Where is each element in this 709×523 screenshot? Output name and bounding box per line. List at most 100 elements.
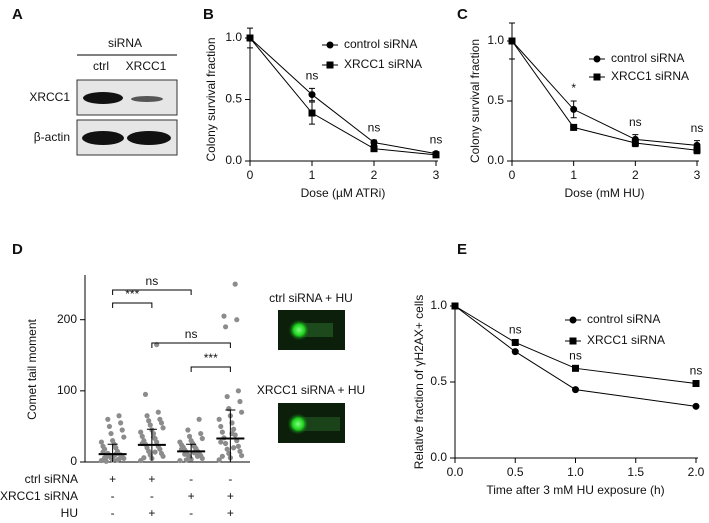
point <box>118 420 124 426</box>
point <box>238 409 245 415</box>
point <box>114 457 121 463</box>
point <box>102 455 108 461</box>
series-line <box>454 305 697 385</box>
point <box>230 426 237 432</box>
marker <box>246 34 254 42</box>
y-tick-label: 1.0 <box>430 298 447 312</box>
point <box>155 409 161 415</box>
lane-label: ctrl <box>93 59 109 73</box>
point <box>100 443 106 449</box>
condition-sign: + <box>188 489 195 503</box>
point <box>194 453 201 459</box>
point <box>182 451 188 457</box>
legend-label: XRCC1 siRNA <box>344 57 422 71</box>
point <box>106 423 113 430</box>
y-axis-label: Colony survival fraction <box>204 37 218 161</box>
condition-label: HU <box>61 506 78 520</box>
comparison-label: ns <box>146 274 159 288</box>
series-line <box>511 40 698 146</box>
legend-label: XRCC1 siRNA <box>587 333 665 347</box>
point <box>235 388 241 394</box>
condition-sign: + <box>227 506 234 520</box>
point <box>158 450 165 457</box>
comparison-label: *** <box>125 287 139 301</box>
point <box>157 416 163 422</box>
marker <box>308 91 316 99</box>
marker <box>693 146 701 154</box>
y-tick-label: 0 <box>70 454 77 468</box>
marker <box>451 302 459 310</box>
annotation: ns <box>430 133 443 147</box>
point <box>234 317 240 323</box>
point <box>232 281 238 287</box>
marker <box>432 151 440 159</box>
annotation: ns <box>509 323 522 337</box>
condition-label: ctrl siRNA <box>25 472 78 486</box>
sd-bar <box>225 409 236 462</box>
marker <box>370 139 378 147</box>
bracket <box>112 302 153 308</box>
x-tick-label: 3 <box>433 168 440 182</box>
band <box>83 92 123 104</box>
y-tick-label: 0.5 <box>225 92 242 106</box>
x-tick-label: 2.0 <box>688 465 705 479</box>
point <box>237 398 243 405</box>
panel-label: D <box>12 241 23 258</box>
x-tick-label: 0.5 <box>507 465 524 479</box>
point <box>224 446 230 452</box>
comparison-label: ns <box>185 327 198 341</box>
point <box>198 430 204 437</box>
series-line <box>249 37 437 155</box>
y-tick-label: 0.0 <box>487 153 504 167</box>
point <box>199 435 205 442</box>
point <box>185 427 191 433</box>
point <box>108 430 114 437</box>
x-tick-label: 0 <box>509 168 516 182</box>
point <box>139 433 145 439</box>
band <box>82 131 124 145</box>
series-line <box>454 305 697 407</box>
y-tick-label: 0.0 <box>225 153 242 167</box>
marker <box>570 123 578 131</box>
point <box>196 416 202 422</box>
panel-label: A <box>12 6 23 23</box>
row-label: XRCC1 <box>29 90 70 104</box>
point <box>230 445 237 451</box>
legend-label: XRCC1 siRNA <box>611 69 689 83</box>
lane-label: XRCC1 <box>126 59 167 73</box>
bracket <box>151 342 231 348</box>
x-tick-label: 1.0 <box>567 465 584 479</box>
series-line <box>249 37 437 156</box>
condition-label: XRCC1 siRNA <box>0 489 78 503</box>
image-label: XRCC1 siRNA + HU <box>257 383 365 397</box>
panel-label: E <box>457 241 467 258</box>
bracket <box>190 366 231 372</box>
point <box>221 313 227 319</box>
legend-label: control siRNA <box>587 312 660 326</box>
annotation: * <box>571 81 576 95</box>
x-tick-label: 2 <box>632 168 639 182</box>
marker <box>631 139 639 147</box>
y-tick-label: 0.0 <box>430 450 447 464</box>
y-tick-label: 100 <box>57 383 77 397</box>
point <box>152 449 158 455</box>
point <box>186 433 193 439</box>
band <box>131 96 163 102</box>
point <box>110 438 116 444</box>
x-axis-label: Time after 3 mM HU exposure (h) <box>486 483 664 497</box>
marker <box>370 145 378 153</box>
condition-sign: - <box>189 506 193 520</box>
point <box>177 439 183 445</box>
condition-sign: + <box>148 506 155 520</box>
x-tick-label: 1 <box>309 168 316 182</box>
point <box>138 429 144 435</box>
y-axis-label: Colony survival fraction <box>468 39 482 163</box>
y-tick-label: 0.5 <box>487 93 504 107</box>
condition-sign: + <box>227 489 234 503</box>
image-label: ctrl siRNA + HU <box>269 291 353 305</box>
condition-sign: - <box>189 472 193 486</box>
y-tick-label: 200 <box>57 312 77 326</box>
comparison-label: *** <box>204 351 218 365</box>
x-tick-label: 1.5 <box>627 465 644 479</box>
